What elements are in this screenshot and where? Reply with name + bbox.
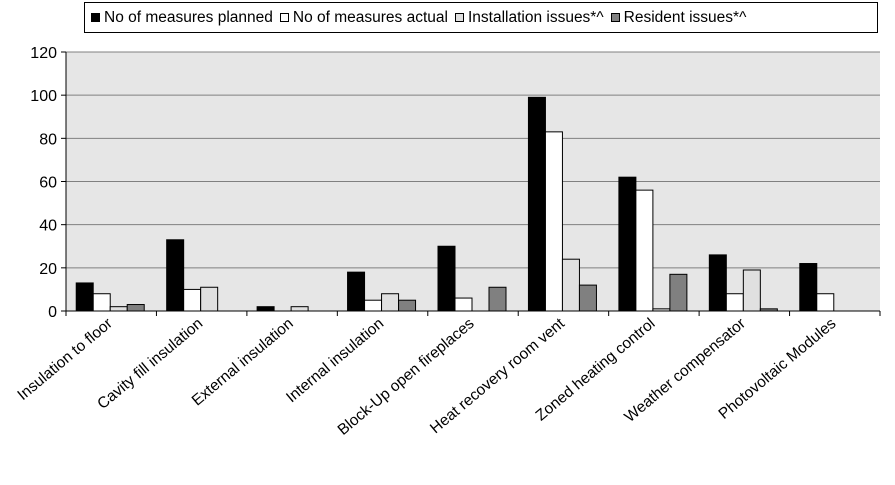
bar-no-of-measures-actual-7 [725, 293, 744, 312]
legend-swatch [279, 13, 289, 22]
y-tick-label: 120 [30, 45, 57, 62]
bar-no-of-measures-planned-4 [437, 245, 456, 312]
bar-no-of-measures-planned-1 [166, 239, 185, 312]
legend: No of measures planned No of measures act… [84, 2, 878, 33]
y-tick-label: 40 [39, 218, 57, 235]
bar-installation-issues--3 [381, 293, 400, 312]
bar-no-of-measures-actual-0 [92, 293, 111, 312]
legend-swatch [91, 13, 100, 22]
bar-installation-issues--6 [652, 308, 671, 312]
legend-swatch [610, 13, 620, 22]
legend-label: No of measures planned [104, 8, 273, 26]
legend-label: Installation issues*^ [467, 8, 604, 26]
bar-no-of-measures-planned-2 [256, 306, 275, 312]
bar-installation-issues--1 [200, 286, 219, 312]
y-tick-label: 60 [39, 175, 57, 192]
bar-resident-issues--4 [488, 286, 507, 312]
bar-resident-issues--5 [578, 284, 597, 312]
y-tick-label: 100 [30, 88, 57, 105]
bar-no-of-measures-actual-1 [183, 288, 202, 312]
y-tick-label: 80 [39, 131, 57, 148]
bar-no-of-measures-actual-6 [635, 189, 654, 312]
legend-item: Resident issues*^ [610, 8, 747, 27]
bar-resident-issues--0 [126, 304, 145, 312]
x-tick-label: Insulation to floor [14, 315, 115, 404]
legend-item: Installation issues*^ [454, 8, 604, 27]
bar-no-of-measures-planned-0 [75, 282, 94, 312]
bar-installation-issues--7 [742, 269, 761, 312]
legend-item: No of measures planned [91, 9, 273, 27]
bar-no-of-measures-actual-3 [364, 299, 383, 312]
bar-installation-issues--0 [109, 306, 128, 312]
y-tick-label: 20 [39, 261, 57, 278]
y-tick-label: 0 [48, 304, 57, 321]
bar-resident-issues--3 [398, 299, 417, 312]
x-tick-label: Internal insulation [283, 315, 387, 406]
bar-no-of-measures-actual-5 [544, 131, 563, 312]
bar-installation-issues--2 [290, 306, 309, 312]
bar-no-of-measures-planned-6 [618, 176, 637, 312]
bar-installation-issues--5 [561, 258, 580, 312]
bar-no-of-measures-actual-4 [454, 297, 473, 312]
bar-no-of-measures-planned-8 [799, 263, 818, 312]
bar-no-of-measures-actual-8 [816, 293, 835, 312]
bar-resident-issues--6 [669, 273, 688, 312]
bar-resident-issues--7 [759, 308, 778, 312]
bar-no-of-measures-planned-5 [527, 96, 546, 312]
x-tick-label: External insulation [189, 315, 297, 409]
bar-no-of-measures-planned-7 [708, 254, 727, 312]
legend-label: No of measures actual [292, 8, 448, 26]
legend-swatch [454, 13, 464, 22]
bar-no-of-measures-planned-3 [347, 271, 366, 312]
legend-item: No of measures actual [279, 8, 448, 27]
legend-label: Resident issues*^ [623, 8, 747, 26]
